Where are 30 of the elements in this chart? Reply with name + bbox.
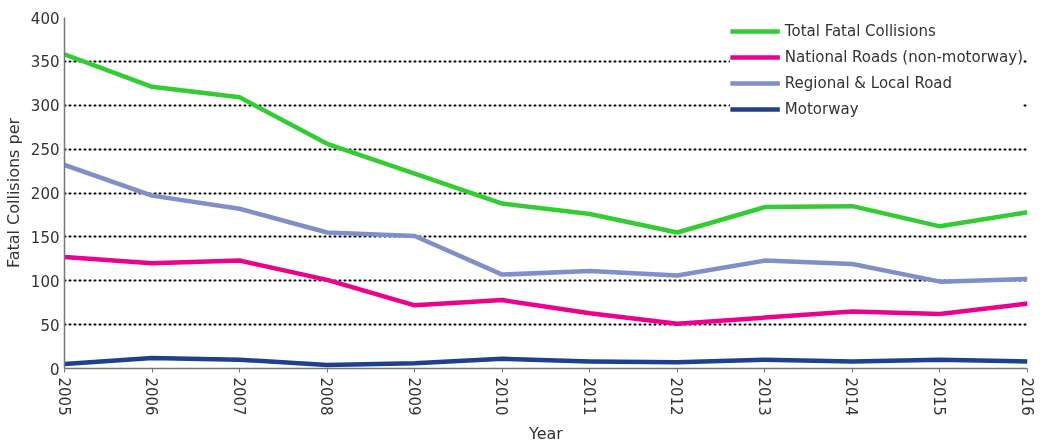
x-tick-label: 2013 [754,377,773,416]
legend-label: Regional & Local Road [784,74,953,92]
x-tick-label: 2010 [492,377,511,416]
y-tick-label: 350 [30,53,60,72]
y-axis-title: Fatal Collisions per [3,117,23,269]
line-series [64,52,1028,235]
y-tick-label: 300 [30,97,60,116]
legend-label: National Roads (non-motorway) [784,48,1023,66]
y-tick-label: 0 [49,360,60,379]
x-tick-label: 2014 [842,377,861,416]
x-tick-label: 2009 [404,377,423,416]
legend-label: Total Fatal Collisions [784,22,936,40]
y-tick-label: 400 [30,9,60,28]
y-tick-label: 100 [30,272,60,291]
line-series [64,162,1028,284]
x-axis-title: Year [528,423,564,443]
y-tick-label: 200 [30,185,60,203]
x-tick-label: 2007 [229,377,248,416]
y-tick-label: 150 [30,228,60,247]
legend-label: Motorway [784,100,859,118]
x-tick-label: 2008 [317,377,336,416]
x-tick-label: 2016 [1017,377,1036,416]
line-series [64,254,1028,326]
x-tick-label: 2005 [54,377,73,416]
x-tick-label: 2006 [142,377,161,416]
y-tick-label: 50 [40,316,60,335]
x-tick-label: 2011 [579,377,598,416]
x-tick-label: 2015 [929,377,948,416]
y-tick-label: 250 [30,141,60,160]
x-tick-label: 2012 [667,377,686,416]
